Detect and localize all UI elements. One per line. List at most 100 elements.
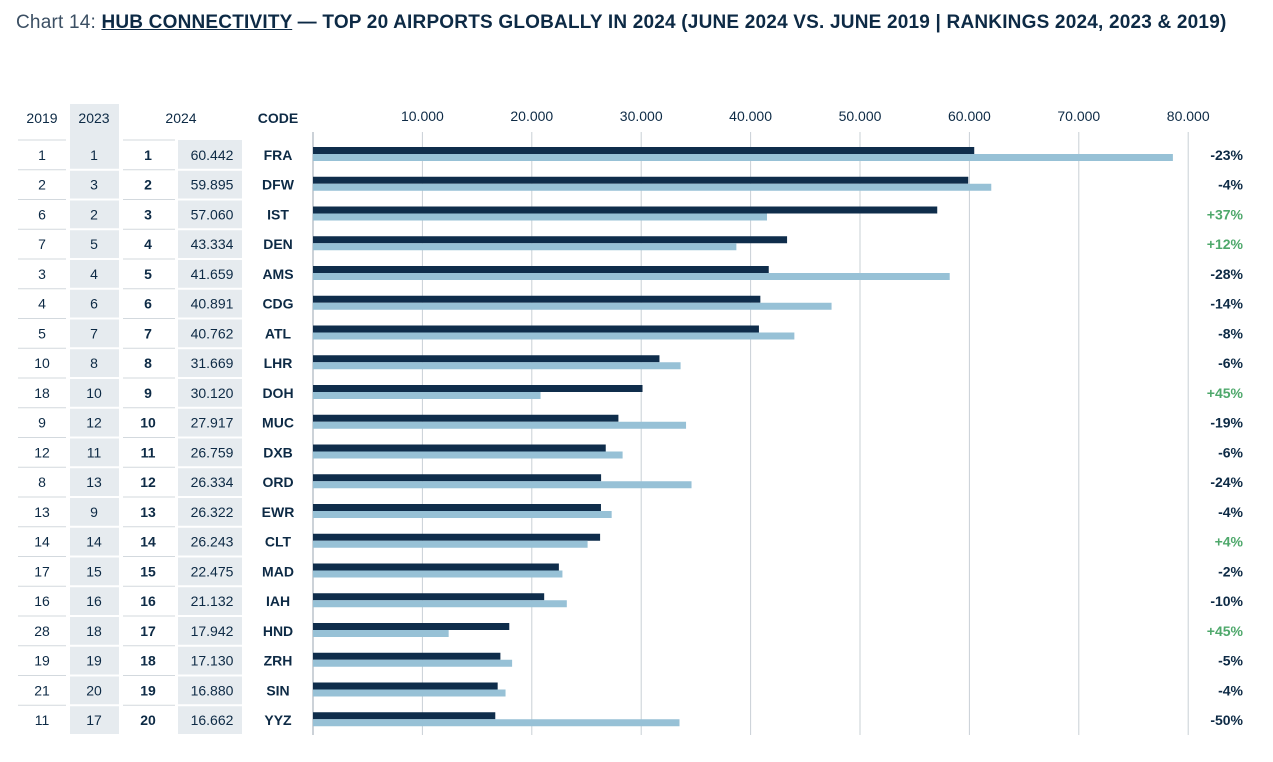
rank-2019: 19 [34,653,50,669]
airport-code: MUC [262,415,294,431]
value-2024: 41.659 [191,266,234,282]
bar-2019 [313,421,687,429]
rank-2019: 9 [38,415,46,431]
rank-2019: 4 [38,296,46,312]
bar-2019 [313,362,681,370]
change-label: -8% [1218,325,1243,341]
value-2024: 31.669 [191,355,234,371]
header-code: CODE [258,110,298,126]
rank-2024: 9 [144,385,152,401]
value-2024: 43.334 [191,236,234,252]
change-label: -2% [1218,563,1243,579]
airport-code: ATL [265,325,292,341]
bar-2024 [313,355,660,363]
value-2024: 17.942 [191,623,234,639]
x-tick-labels: 10.000 20.000 30.000 40.000 50.000 60.000 70.0… [401,108,1210,124]
rank-2023: 15 [86,563,102,579]
value-2024: 17.130 [191,653,234,669]
rank-2023: 9 [90,504,98,520]
rank-2024: 10 [140,415,156,431]
rank-2019: 7 [38,236,46,252]
value-2024: 57.060 [191,206,234,222]
rank-2024: 3 [144,206,152,222]
bar-2019 [313,213,768,221]
rank-2019: 2 [38,177,46,193]
bar-2024 [313,295,761,303]
rank-2024: 15 [140,563,156,579]
x-tick-label: 40.000 [729,108,772,124]
bar-2024 [313,206,938,214]
airport-code: FRA [264,147,293,163]
bar-2024 [313,504,601,511]
rank-2019: 1 [38,147,46,163]
change-label: +37% [1207,206,1244,222]
table-row: 3 4 5 41.659 AMS -28% [18,258,1244,290]
table-row: 8 13 12 26.334 ORD -24% [18,466,1244,498]
change-label: -23% [1210,147,1243,163]
table-row: 4 6 6 40.891 CDG -14% [18,288,1244,320]
airport-code: EWR [262,504,295,520]
rank-2019: 12 [34,444,50,460]
airport-code: ZRH [264,653,293,669]
rank-2019: 16 [34,593,50,609]
change-label: -6% [1218,355,1243,371]
gridlines [312,132,1189,735]
rank-2024: 4 [144,236,152,252]
rank-2023: 5 [90,236,98,252]
rank-2024: 6 [144,296,152,312]
rank-2023: 2 [90,206,98,222]
chart-title-highlight: HUB CONNECTIVITY [101,12,293,33]
rank-2019: 5 [38,325,46,341]
bar-2019 [313,481,692,489]
table-row: 9 12 10 27.917 MUC -19% [18,407,1244,439]
bar-2019 [313,540,588,548]
rank-2024: 20 [140,712,156,728]
rank-2023: 8 [90,355,98,371]
x-tick-label: 20.000 [510,108,553,124]
bar-2019 [313,689,506,697]
change-label: -19% [1210,415,1243,431]
rank-2024: 1 [144,147,152,163]
value-2024: 16.880 [191,682,234,698]
bar-2019 [313,600,567,608]
rank-2023: 11 [87,444,102,460]
rank-2023: 14 [86,534,102,550]
bar-2019 [313,659,513,667]
rank-2024: 8 [144,355,152,371]
table-row: 21 20 19 16.880 SIN -4% [18,675,1244,707]
change-label: +45% [1207,623,1244,639]
rank-2023: 13 [86,474,102,490]
bar-2019 [313,243,737,251]
rank-2019: 17 [34,563,50,579]
bar-2024 [313,682,498,690]
bar-2024 [313,712,496,720]
bar-2019 [313,183,992,191]
airport-code: CDG [262,296,293,312]
rank-2024: 13 [140,504,156,520]
rank-2023: 12 [86,415,102,431]
table-row: 5 7 7 40.762 ATL -8% [18,318,1244,350]
airport-code: DFW [262,177,295,193]
rank-2019: 6 [38,206,46,222]
rank-2023: 10 [86,385,102,401]
x-tick-label: 70.000 [1057,108,1100,124]
x-tick-label: 80.000 [1167,108,1210,124]
value-2024: 26.243 [191,534,234,550]
rank-2024: 7 [144,325,152,341]
rows: 1 1 1 60.442 FRA -23%2 3 2 59.895 DFW -4%6 2 3 57.060… [18,139,1244,736]
header-2024: 2024 [165,110,196,126]
header-2019: 2019 [26,110,57,126]
bar-2024 [313,623,510,630]
bar-2024 [313,385,643,392]
rank-2023: 4 [90,266,98,282]
value-2024: 26.334 [191,474,234,490]
change-label: +4% [1215,534,1244,550]
rank-2024: 19 [140,682,156,698]
airport-code: LHR [264,355,293,371]
rank-2023: 3 [90,177,98,193]
rank-2024: 2 [144,177,152,193]
airport-code: IST [267,206,289,222]
change-label: -28% [1210,266,1243,282]
rank-2023: 16 [86,593,102,609]
rank-2023: 7 [90,325,98,341]
